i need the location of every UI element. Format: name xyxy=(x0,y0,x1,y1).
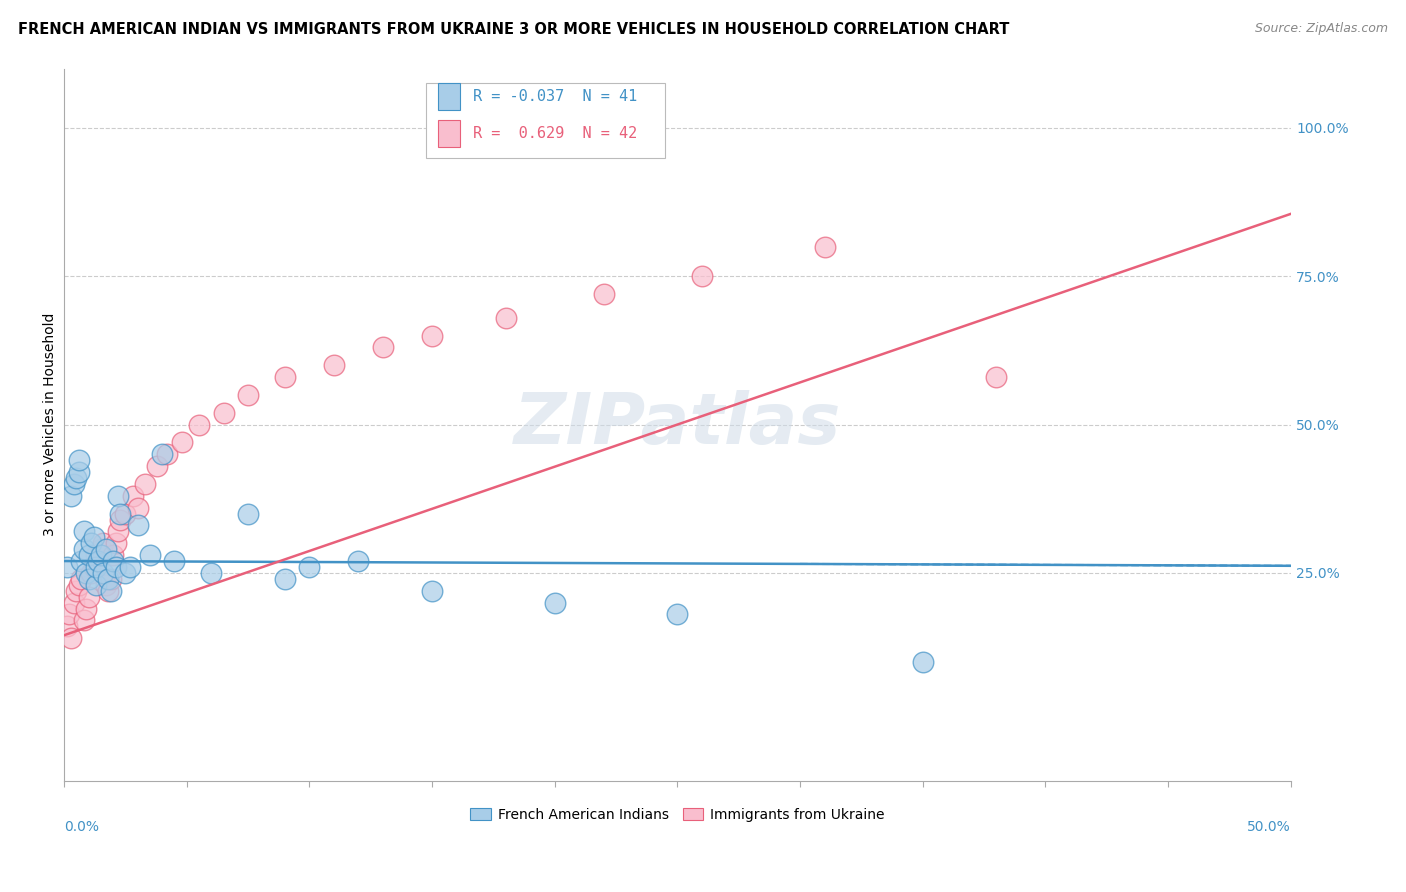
Point xyxy=(690,269,713,284)
Text: 0.0%: 0.0% xyxy=(65,820,98,834)
Point xyxy=(146,459,169,474)
Point xyxy=(58,607,80,622)
Point xyxy=(67,578,90,592)
Point xyxy=(70,572,93,586)
FancyBboxPatch shape xyxy=(439,120,460,147)
Point xyxy=(73,524,96,539)
Point xyxy=(274,370,297,384)
Text: Source: ZipAtlas.com: Source: ZipAtlas.com xyxy=(1254,22,1388,36)
Point xyxy=(75,566,97,580)
Point xyxy=(127,518,149,533)
Text: R =  0.629  N = 42: R = 0.629 N = 42 xyxy=(472,126,637,141)
Point xyxy=(114,566,136,580)
Point xyxy=(101,548,124,562)
Point xyxy=(60,631,83,645)
Point xyxy=(65,471,87,485)
Point xyxy=(200,566,222,580)
Point xyxy=(87,554,110,568)
Point xyxy=(188,417,211,432)
Point xyxy=(163,554,186,568)
Text: R = -0.037  N = 41: R = -0.037 N = 41 xyxy=(472,89,637,103)
Point xyxy=(67,465,90,479)
FancyBboxPatch shape xyxy=(426,83,665,158)
Point xyxy=(83,530,105,544)
Point xyxy=(91,536,114,550)
Point xyxy=(94,578,117,592)
Point xyxy=(73,614,96,628)
Point xyxy=(84,560,107,574)
Point xyxy=(100,572,122,586)
Point xyxy=(371,340,394,354)
Point xyxy=(77,572,100,586)
Point xyxy=(110,512,132,526)
Point xyxy=(120,560,142,574)
Text: FRENCH AMERICAN INDIAN VS IMMIGRANTS FROM UKRAINE 3 OR MORE VEHICLES IN HOUSEHOL: FRENCH AMERICAN INDIAN VS IMMIGRANTS FRO… xyxy=(18,22,1010,37)
Point xyxy=(55,619,77,633)
Y-axis label: 3 or more Vehicles in Household: 3 or more Vehicles in Household xyxy=(44,313,58,536)
Point xyxy=(63,477,86,491)
FancyBboxPatch shape xyxy=(439,83,460,110)
Point xyxy=(666,607,689,622)
Point xyxy=(67,453,90,467)
Point xyxy=(813,239,835,253)
Point xyxy=(83,560,105,574)
Point xyxy=(121,489,143,503)
Point xyxy=(97,583,120,598)
Point xyxy=(91,566,114,580)
Point xyxy=(77,548,100,562)
Point xyxy=(139,548,162,562)
Point xyxy=(107,489,129,503)
Point xyxy=(911,655,934,669)
Point xyxy=(84,548,107,562)
Point xyxy=(80,566,103,580)
Point xyxy=(100,583,122,598)
Point xyxy=(101,554,124,568)
Point xyxy=(73,542,96,557)
Point xyxy=(104,536,127,550)
Point xyxy=(347,554,370,568)
Point xyxy=(70,554,93,568)
Point xyxy=(156,447,179,461)
Point xyxy=(236,507,259,521)
Point xyxy=(97,572,120,586)
Point xyxy=(544,596,567,610)
Point xyxy=(170,435,193,450)
Text: 50.0%: 50.0% xyxy=(1247,820,1291,834)
Point xyxy=(75,601,97,615)
Point xyxy=(114,507,136,521)
Point xyxy=(986,370,1008,384)
Point xyxy=(107,524,129,539)
Legend: French American Indians, Immigrants from Ukraine: French American Indians, Immigrants from… xyxy=(464,802,890,827)
Point xyxy=(127,500,149,515)
Point xyxy=(77,590,100,604)
Point xyxy=(63,596,86,610)
Point xyxy=(212,406,235,420)
Point xyxy=(94,542,117,557)
Point xyxy=(87,554,110,568)
Point xyxy=(60,489,83,503)
Point xyxy=(55,560,77,574)
Point xyxy=(236,388,259,402)
Point xyxy=(134,477,156,491)
Point xyxy=(110,507,132,521)
Point xyxy=(274,572,297,586)
Text: ZIPatlas: ZIPatlas xyxy=(513,390,841,459)
Point xyxy=(104,560,127,574)
Point xyxy=(150,447,173,461)
Point xyxy=(84,578,107,592)
Point xyxy=(298,560,321,574)
Point xyxy=(80,536,103,550)
Point xyxy=(90,542,112,557)
Point xyxy=(65,583,87,598)
Point xyxy=(495,310,517,325)
Point xyxy=(592,287,614,301)
Point xyxy=(90,548,112,562)
Point xyxy=(322,358,344,372)
Point xyxy=(420,583,443,598)
Point xyxy=(420,328,443,343)
